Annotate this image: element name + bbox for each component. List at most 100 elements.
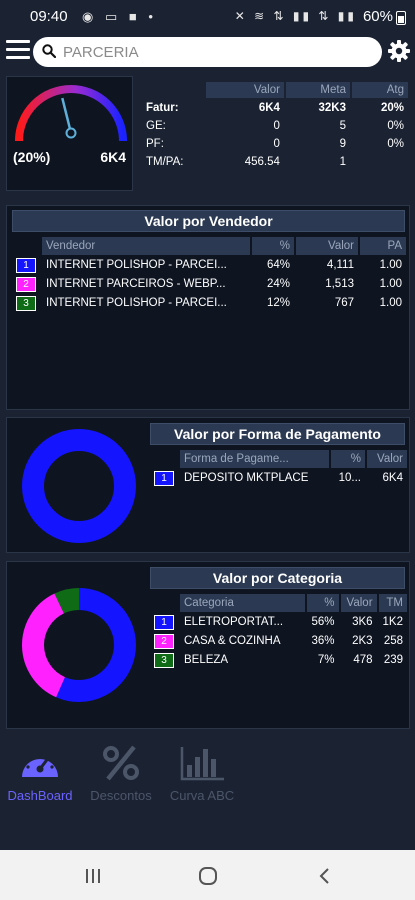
stats-meta: 1 [339,156,346,168]
stats-row: Fatur: 6K4 32K3 20% [142,100,408,116]
stats-row: TM/PA: 456.54 1 [142,154,408,170]
vendedor-header-pct: % [252,237,294,255]
pagamento-panel: Valor por Forma de Pagamento Forma de Pa… [6,417,410,553]
categoria-name: ELETROPORTAT... [184,616,284,628]
categoria-table: Categoria % Valor TM 1 ELETROPORTAT... 5… [148,593,409,670]
vendedor-valor: 767 [334,297,354,309]
stats-atg: 0% [387,138,404,150]
stats-header-valor: Valor [206,82,284,98]
vendedor-header-valor: Valor [296,237,358,255]
rank-badge: 3 [16,295,36,311]
pagamento-donut-chart [22,429,136,543]
table-row[interactable]: 3 BELEZA 7% 478 239 [150,651,407,669]
categoria-header-tm: TM [378,594,407,612]
stats-meta: 9 [339,138,346,150]
notification-icons: ◉ ▭ ■ • [82,9,157,24]
back-button[interactable] [315,866,335,886]
stats-atg [352,154,408,170]
table-row[interactable]: 1 INTERNET POLISHOP - PARCEI... 64% 4,11… [12,256,406,274]
stats-label: GE: [146,120,166,132]
vendedor-name: INTERNET POLISHOP - PARCEI... [46,297,227,309]
status-time: 09:40 [30,8,68,25]
rank-badge: 2 [16,276,36,292]
table-row[interactable]: 1 DEPOSITO MKTPLACE 10... 6K4 [150,469,407,487]
vendedor-pa: 1.00 [379,278,402,290]
nav-curva-abc-label: Curva ABC [169,788,235,803]
categoria-slice [54,588,80,614]
table-row[interactable]: 2 INTERNET PARCEIROS - WEBP... 24% 1,513… [12,275,406,293]
stats-row: PF: 0 9 0% [142,136,408,152]
search-bar[interactable] [33,37,382,67]
stats-valor: 0 [273,120,280,132]
rank-badge: 2 [154,633,174,649]
gear-icon[interactable] [387,39,411,63]
rank-badge: 1 [154,470,174,486]
battery-icon [396,11,406,25]
bottom-nav: DashBoard Descontos Curva ABC [0,735,415,850]
rank-badge: 1 [154,614,174,630]
vendedor-pct: 24% [266,278,290,290]
battery-level: 60% [362,8,393,25]
categoria-tm: 258 [383,635,403,647]
percent-icon [103,745,139,781]
categoria-valor: 3K6 [352,616,373,628]
status-bar: 09:40 ◉ ▭ ■ • ✕ ≋ ⇅ ▮▮ ⇅ ▮▮ 60% [0,0,415,34]
vendedor-valor: 1,513 [325,278,354,290]
stats-header-meta: Meta [285,82,350,98]
pagamento-name: DEPOSITO MKTPLACE [184,472,309,484]
vendedor-pct: 12% [266,297,290,309]
rank-badge: 1 [16,257,36,273]
vendedor-panel: Valor por Vendedor Vendedor % Valor PA 1… [6,205,410,410]
categoria-tm: 1K2 [382,616,403,628]
vendedor-valor: 4,111 [326,259,354,271]
stats-atg: 20% [380,102,404,114]
nav-descontos-label: Descontos [90,788,152,803]
vendedor-pa: 1.00 [379,297,402,309]
categoria-valor: 478 [353,654,373,666]
stats-meta: 32K3 [318,102,346,114]
nav-dashboard-label: DashBoard [7,788,73,803]
gauge-pivot [65,127,77,139]
menu-icon[interactable] [6,40,30,62]
gauge-arc [15,85,127,142]
pagamento-header-name: Forma de Pagame... [180,450,329,468]
search-input[interactable] [63,41,363,63]
gauge-value: 6K4 [100,149,126,165]
gauge-needle [61,97,73,134]
categoria-donut-chart [22,588,136,702]
dashboard-icon [22,753,58,777]
signal-icons: ✕ ≋ ⇅ ▮▮ ⇅ ▮▮ [234,9,357,23]
home-button[interactable] [197,865,219,887]
pagamento-valor: 6K4 [382,472,403,484]
search-icon [42,44,56,58]
stats-atg: 0% [387,120,404,132]
categoria-header-pct: % [306,594,339,612]
vendedor-name: INTERNET POLISHOP - PARCEI... [46,259,227,271]
categoria-pct: 36% [311,635,335,647]
stats-table: Valor Meta Atg Fatur: 6K4 32K3 20% GE: 0… [140,80,410,172]
gauge-percent: (20%) [13,149,51,165]
stats-valor: 6K4 [258,102,280,114]
vendedor-title: Valor por Vendedor [12,210,405,232]
stats-row: GE: 0 5 0% [142,118,408,134]
pagamento-pct: 10... [338,472,361,484]
categoria-header-name: Categoria [180,594,305,612]
nav-curva-abc[interactable]: Curva ABC [162,745,242,803]
stats-label: TM/PA: [146,156,184,168]
table-row[interactable]: 1 ELETROPORTAT... 56% 3K6 1K2 [150,613,407,631]
categoria-panel: Valor por Categoria Categoria % Valor TM… [6,561,410,729]
categoria-slice [22,593,66,698]
nav-descontos[interactable]: Descontos [81,745,161,803]
gauge-chart [15,85,127,142]
categoria-title: Valor por Categoria [150,567,405,589]
categoria-pct: 7% [317,654,335,666]
pagamento-header-pct: % [331,450,365,468]
recent-apps-button[interactable] [83,866,103,886]
nav-dashboard[interactable]: DashBoard [0,745,80,803]
vendedor-table: Vendedor % Valor PA 1 INTERNET POLISHOP … [10,236,408,313]
vendedor-header-name: Vendedor [42,237,250,255]
vendedor-pct: 64% [266,259,290,271]
categoria-name: CASA & COZINHA [184,635,281,647]
table-row[interactable]: 2 CASA & COZINHA 36% 2K3 258 [150,632,407,650]
table-row[interactable]: 3 INTERNET POLISHOP - PARCEI... 12% 767 … [12,294,406,312]
